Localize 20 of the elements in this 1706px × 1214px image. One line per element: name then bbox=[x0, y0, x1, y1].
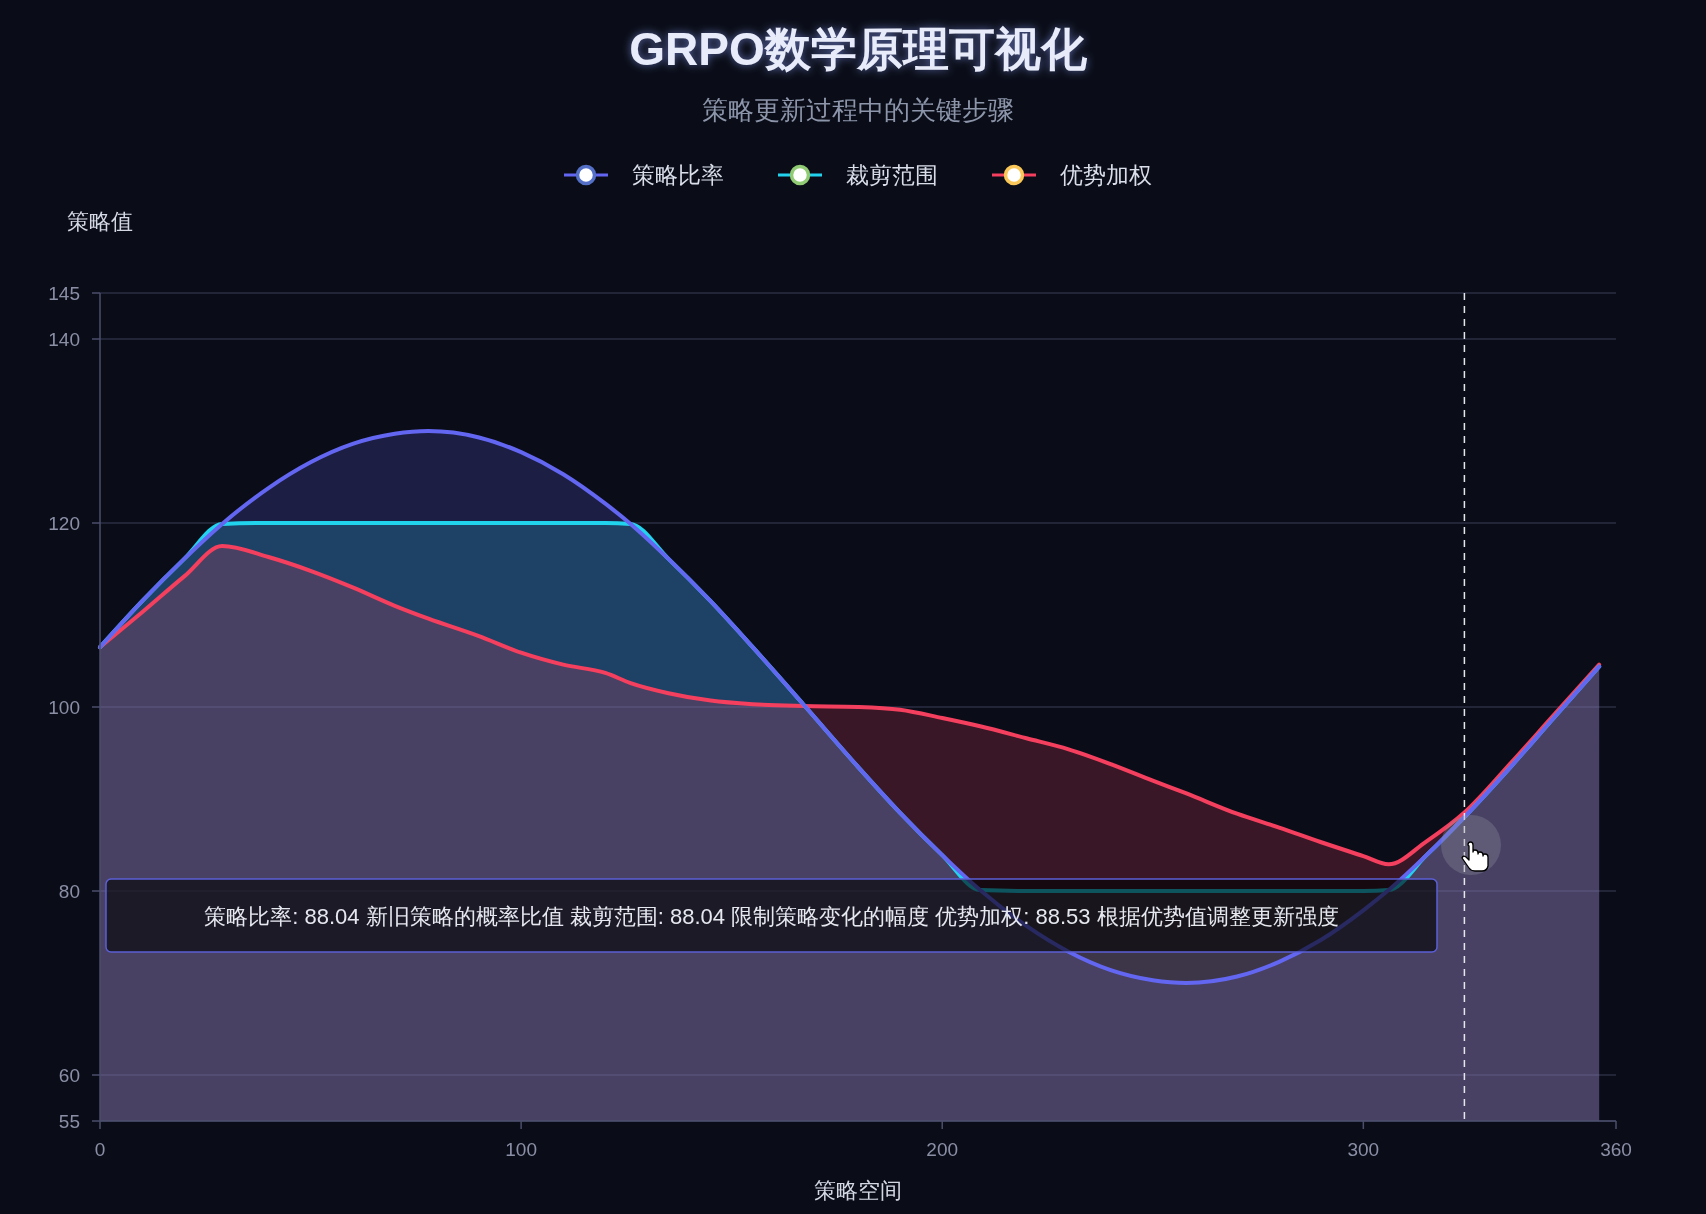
y-tick-label: 55 bbox=[58, 1111, 80, 1132]
y-tick-label: 120 bbox=[48, 513, 80, 534]
annotation: 策略比率: 88.04 新旧策略的概率比值 裁剪范围: 88.04 限制策略变化的幅度 优势加权: 88.53 根据优势值调整更新强度 bbox=[204, 903, 1339, 929]
x-tick-label: 360 bbox=[1600, 1139, 1632, 1160]
y-tick-label: 60 bbox=[58, 1065, 80, 1086]
x-tick-label: 300 bbox=[1347, 1139, 1380, 1160]
x-tick-label: 0 bbox=[94, 1139, 106, 1160]
legend-label: 优势加权 bbox=[1060, 162, 1152, 188]
x-axis-title: 策略空间 bbox=[814, 1178, 902, 1203]
legend-label: 策略比率 bbox=[632, 162, 724, 188]
y-tick-label: 140 bbox=[48, 329, 80, 350]
chart-subtitle: 策略更新过程中的关键步骤 bbox=[702, 95, 1014, 125]
y-axis-title: 策略值 bbox=[67, 209, 133, 234]
y-tick-label: 80 bbox=[58, 881, 80, 902]
x-tick-label: 100 bbox=[505, 1139, 537, 1160]
y-tick-label: 145 bbox=[48, 283, 80, 304]
x-tick-label: 200 bbox=[926, 1139, 959, 1160]
legend-label: 裁剪范围 bbox=[846, 162, 938, 188]
chart-title: GRPO数学原理可视化 bbox=[629, 23, 1088, 75]
y-tick-label: 100 bbox=[48, 697, 80, 718]
